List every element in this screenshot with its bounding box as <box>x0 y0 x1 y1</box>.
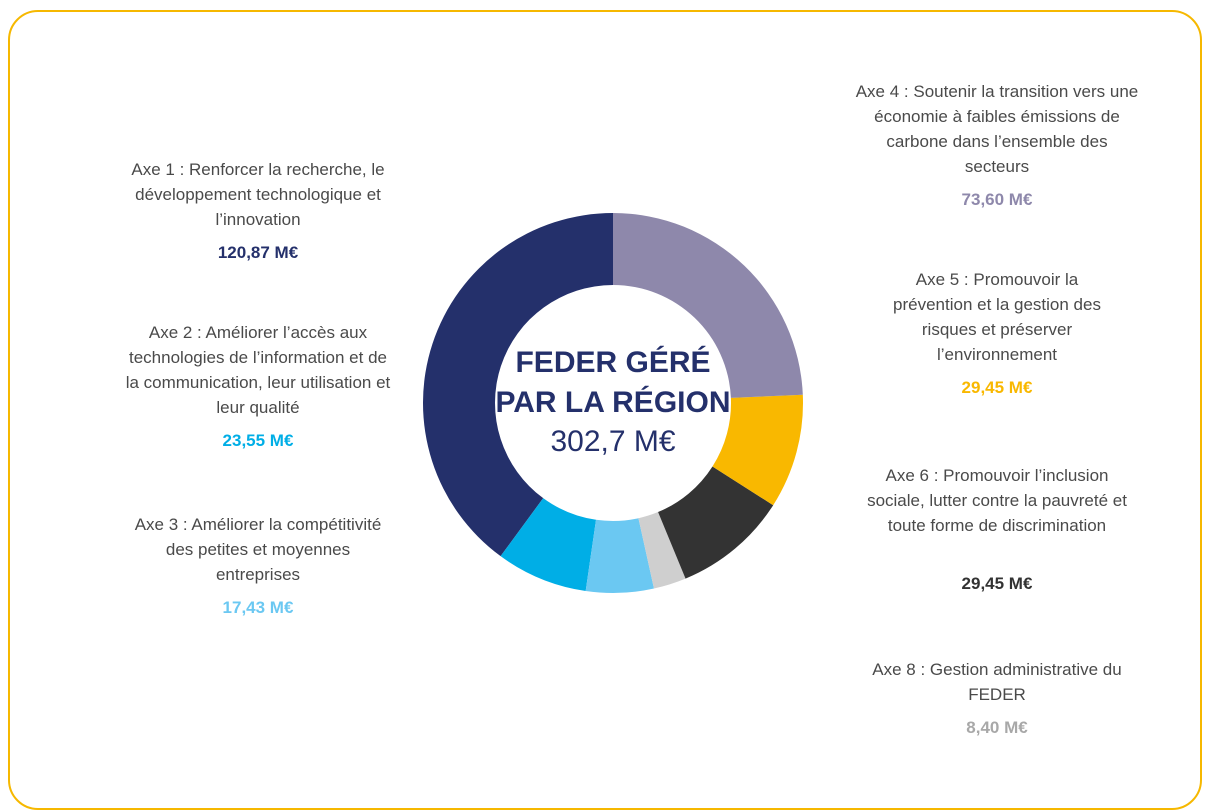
slice-label: Axe 4 : Soutenir la transition vers une … <box>855 82 1139 176</box>
slice-value-label: 17,43 M€ <box>222 598 294 617</box>
donut-slice <box>712 394 803 506</box>
slice-value-label: 73,60 M€ <box>961 190 1033 209</box>
slice-value-label: 29,45 M€ <box>961 574 1033 593</box>
donut-slice <box>422 213 613 557</box>
slice-label: Axe 2 : Améliorer l’accès aux technologi… <box>125 323 391 417</box>
center-title: PAR LA RÉGION <box>495 385 730 419</box>
center-title: FEDER GÉRÉ <box>515 345 710 379</box>
donut-slice <box>638 512 686 589</box>
slice-label: Axe 1 : Renforcer la recherche, le dével… <box>131 160 385 229</box>
slice-label: Axe 8 : Gestion administrative du FEDER <box>872 660 1122 704</box>
slice-label: Axe 6 : Promouvoir l’inclusion sociale, … <box>867 466 1127 535</box>
slice-label: Axe 3 : Améliorer la compétitivité des p… <box>134 515 382 584</box>
slice-value-label: 23,55 M€ <box>222 431 294 450</box>
donut-slice <box>658 466 774 579</box>
donut-slice <box>613 213 803 398</box>
donut-slice <box>585 518 654 593</box>
total-label: 302,7 M€ <box>550 425 675 458</box>
slice-value-label: 120,87 M€ <box>217 243 299 262</box>
donut-slice <box>500 498 597 592</box>
slice-value-label: 29,45 M€ <box>961 378 1033 397</box>
slice-value-label: 8,40 M€ <box>966 718 1028 737</box>
slice-label: Axe 5 : Promouvoir la prévention et la g… <box>893 270 1101 364</box>
